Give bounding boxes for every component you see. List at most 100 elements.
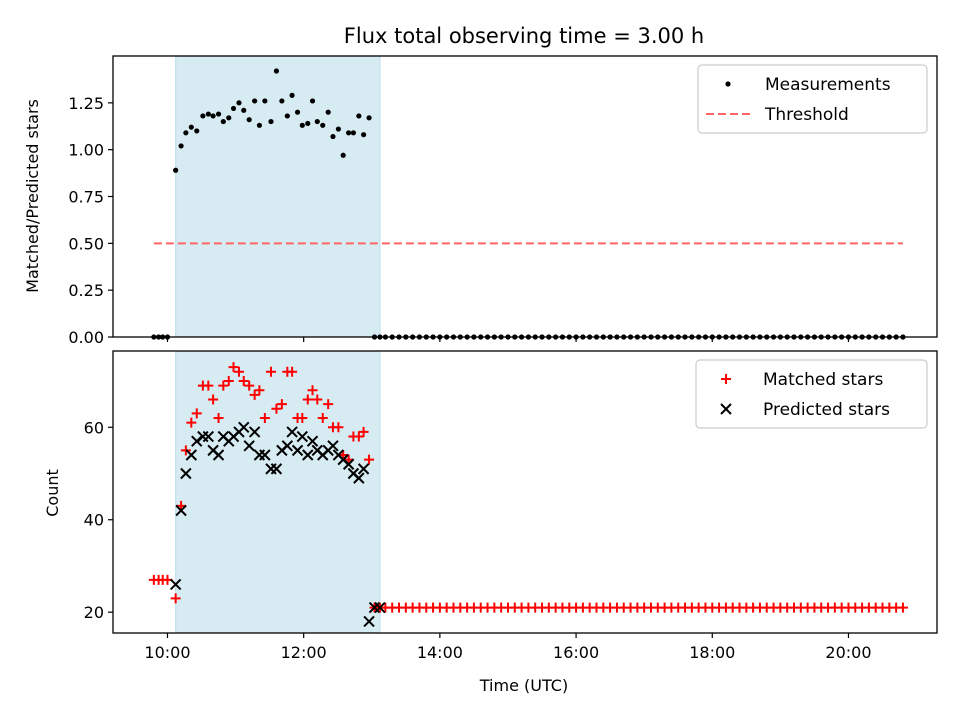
legend-box (697, 64, 928, 134)
measurement-point (200, 113, 206, 119)
legend-marker-predicted (720, 403, 732, 415)
matched-star-point (333, 422, 344, 433)
legend-marker-measurement (725, 81, 731, 87)
measurement-point (215, 111, 222, 117)
measurement-point (340, 152, 346, 158)
measurement-point (173, 167, 179, 173)
measurement-point (325, 109, 331, 115)
y-axis-label: Count (43, 469, 62, 517)
predicted-star-point (212, 449, 225, 461)
measurement-point (314, 118, 320, 125)
x-axis-label: Time (UTC) (479, 676, 568, 695)
measurement-point (309, 98, 316, 104)
measurement-point (273, 68, 280, 74)
legend: Measurements Threshold (697, 64, 928, 134)
predicted-star-point (281, 440, 294, 452)
matched-star-point (297, 413, 308, 424)
legend-label: Threshold (764, 105, 849, 125)
measurement-point (178, 143, 184, 149)
measurement-point (320, 122, 326, 128)
matched-star-point (213, 413, 224, 424)
x-tick-label: 16:00 (553, 643, 599, 662)
predicted-star-point (243, 440, 255, 452)
predicted-star-point (248, 426, 261, 438)
measurement-point (183, 130, 189, 136)
predicted-star-point (175, 504, 187, 517)
predicted-star-point (169, 578, 182, 591)
matched-star-point (244, 380, 255, 391)
y-tick-label: 20 (84, 603, 104, 622)
y-tick-label: 60 (84, 418, 104, 437)
measurement-point (268, 118, 274, 125)
measurement-point (366, 115, 372, 121)
measurement-point (284, 113, 290, 119)
y-tick-label: 40 (84, 511, 104, 530)
matched-star-point (238, 376, 249, 387)
y-tick-label: 0.50 (68, 234, 104, 253)
measurement-point (262, 98, 268, 104)
predicted-star-point (357, 463, 370, 475)
predicted-star-point (286, 426, 298, 438)
matched-star-point (223, 376, 234, 387)
matched-star-point (312, 394, 323, 405)
measurement-point (205, 111, 211, 117)
matched-star-point (358, 426, 369, 437)
x-tick-label: 20:00 (825, 643, 871, 662)
axes-frame (112, 350, 938, 634)
measurement-point (256, 122, 263, 128)
observing-window-shade (175, 350, 381, 634)
predicted-star-point (238, 421, 250, 433)
predicted-star-point (302, 449, 314, 461)
matched-star-point (170, 593, 181, 604)
x-tick-label: 12:00 (281, 643, 327, 662)
matched-star-point (218, 380, 229, 391)
measurement-point (226, 115, 232, 121)
y-tick-label: 0.00 (68, 328, 104, 347)
predicted-star-point (306, 435, 319, 447)
measurement-point (330, 133, 336, 140)
matched-star-point (259, 413, 270, 424)
legend-label: Matched stars (763, 370, 883, 390)
measurement-point (230, 105, 237, 112)
measurement-point (246, 117, 252, 123)
predicted-star-point (363, 615, 375, 628)
matched-star-point (897, 602, 908, 613)
measurement-point (252, 98, 258, 104)
y-tick-label: 0.75 (68, 188, 104, 207)
measurement-point (210, 113, 216, 119)
matched-star-point (302, 394, 313, 405)
predicted-star-point (353, 472, 365, 484)
y-axis-label: Matched/Predicted stars (23, 99, 42, 293)
legend-label: Predicted stars (763, 400, 890, 420)
y-tick-label: 1.25 (68, 94, 104, 113)
chart-title: Flux total observing time = 3.00 h (344, 24, 704, 48)
predicted-star-point (191, 435, 203, 447)
matched-star-point (307, 385, 318, 396)
legend: Matched stars Predicted stars (695, 359, 928, 429)
matched-star-point (249, 389, 260, 400)
matched-star-point (287, 366, 298, 377)
matched-star-point (180, 445, 191, 456)
measurement-point (335, 126, 342, 132)
measurement-point (241, 107, 247, 113)
measurement-point (294, 109, 301, 115)
measurement-point (350, 130, 356, 136)
measurement-point (289, 92, 295, 98)
measurement-point (346, 130, 352, 136)
matched-star-point (186, 417, 197, 428)
legend-box (695, 359, 928, 429)
matched-star-point (323, 399, 334, 410)
matched-star-point (353, 431, 364, 442)
y-tick-label: 0.25 (68, 281, 104, 300)
bottom-panel: 20 40 60 10:00 12:00 14:00 16:00 18:00 20:00 Cou… (43, 350, 938, 695)
predicted-star-point (270, 463, 283, 475)
legend-marker-matched (721, 374, 731, 384)
measurement-point (220, 118, 226, 125)
predicted-star-point (291, 444, 304, 457)
observing-window-shade (175, 55, 381, 338)
measurement-point (188, 124, 194, 130)
matched-star-point (208, 394, 219, 405)
matched-star-point (364, 454, 375, 465)
predicted-star-point (185, 449, 198, 461)
predicted-star-point (342, 458, 355, 470)
